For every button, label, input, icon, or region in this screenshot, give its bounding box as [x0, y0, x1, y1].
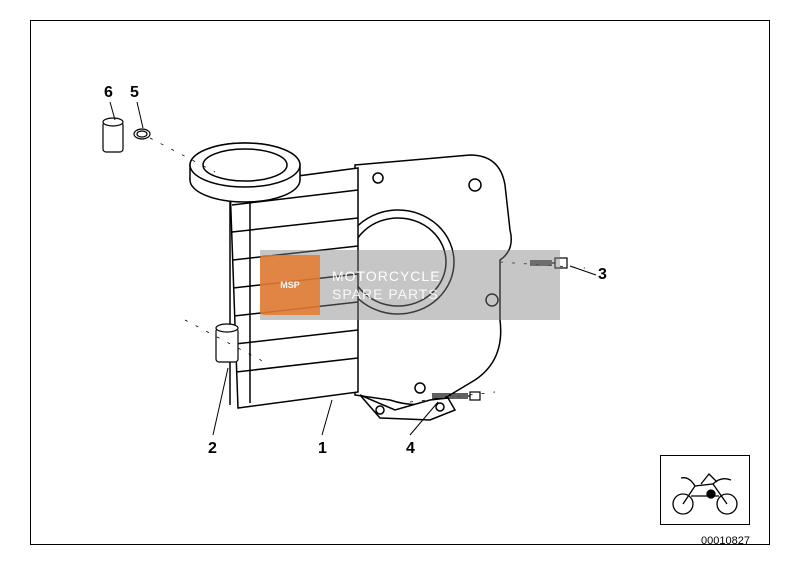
watermark-badge: MSP	[260, 255, 320, 315]
watermark-line1: MOTORCYCLE	[332, 267, 441, 285]
watermark-line2: SPARE PARTS	[332, 285, 441, 303]
watermark: MSP MOTORCYCLE SPARE PARTS	[260, 250, 560, 320]
callout-3: 3	[598, 266, 607, 284]
callout-6: 6	[104, 84, 113, 102]
part-oring-5	[134, 129, 150, 139]
callout-1: 1	[318, 440, 327, 458]
diagram-id: 00010827	[701, 535, 750, 547]
callout-2: 2	[208, 440, 217, 458]
part-dowel-6	[103, 118, 123, 152]
reference-icon-box	[660, 455, 750, 525]
callout-5: 5	[130, 84, 139, 102]
part-dowel-2	[216, 324, 238, 362]
watermark-text: MOTORCYCLE SPARE PARTS	[320, 267, 441, 303]
motorcycle-icon	[661, 456, 749, 524]
callout-4: 4	[406, 440, 415, 458]
